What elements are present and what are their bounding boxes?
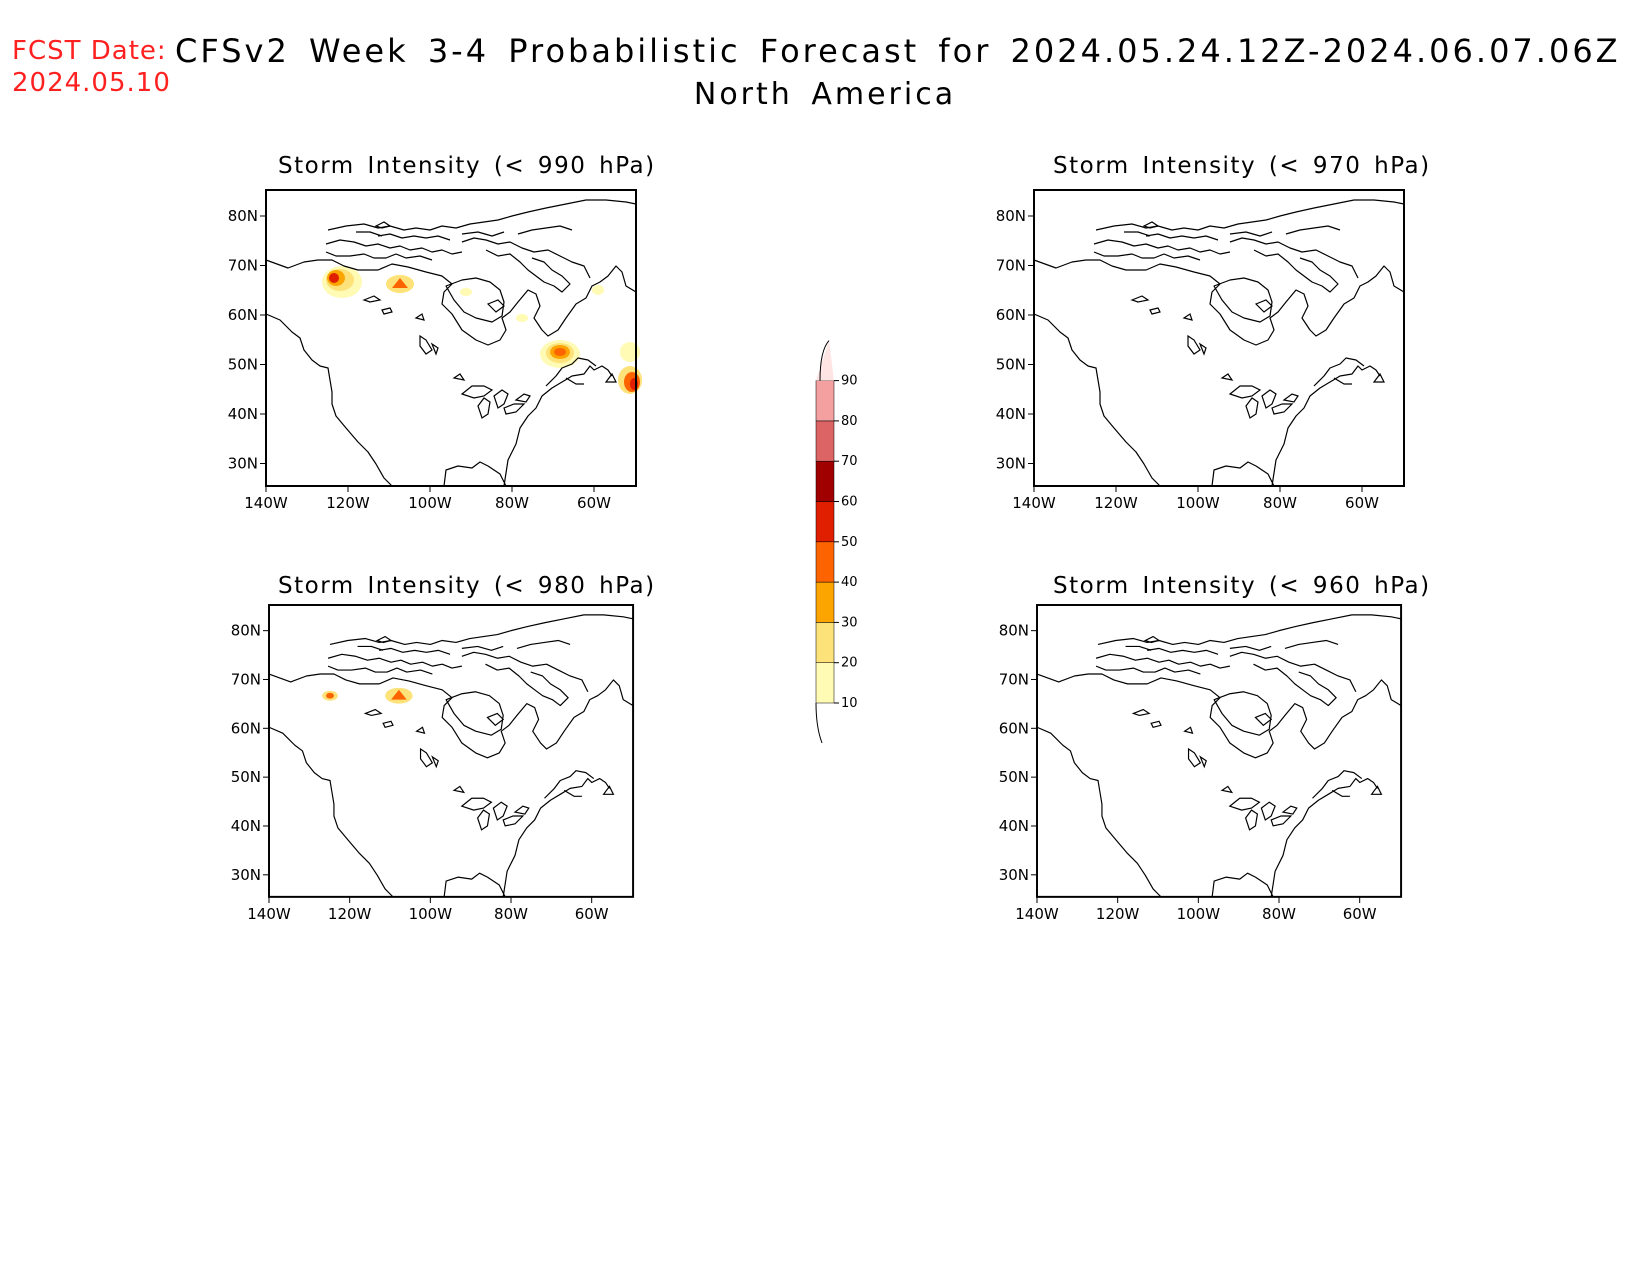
colorbar-swatch bbox=[815, 501, 835, 543]
lat-tick-label: 80N bbox=[228, 207, 258, 225]
axis-labels: 140W 120W 100W 80W 60W 80N 70N 60N 50N 40N 30N 140W… bbox=[228, 207, 1379, 923]
colorbar-label: 60 bbox=[841, 495, 858, 510]
lat-tick-label: 70N bbox=[996, 257, 1026, 275]
colorbar-swatch bbox=[815, 541, 835, 583]
page-title: CFSv2 Week 3-4 Probabilistic Forecast fo… bbox=[175, 32, 1621, 70]
lon-tick-label: 120W bbox=[1094, 494, 1138, 512]
colorbar-label: 50 bbox=[841, 535, 858, 550]
lat-tick-label: 70N bbox=[228, 257, 258, 275]
lon-tick-label: 100W bbox=[409, 905, 453, 923]
lon-tick-label: 60W bbox=[1343, 905, 1377, 923]
lon-tick-label: 140W bbox=[244, 494, 288, 512]
lat-tick-label: 30N bbox=[228, 455, 258, 473]
lon-tick-label: 60W bbox=[1345, 494, 1379, 512]
colorbar-bottom-edge bbox=[815, 702, 823, 744]
region-subtitle: North America bbox=[693, 77, 957, 112]
probability-shading bbox=[322, 266, 642, 394]
lat-tick-label: 50N bbox=[231, 768, 261, 786]
lon-tick-label: 100W bbox=[1177, 905, 1221, 923]
colorbar-label: 10 bbox=[841, 696, 858, 711]
lon-tick-label: 140W bbox=[1012, 494, 1056, 512]
colorbar-swatch bbox=[815, 460, 835, 502]
colorbar-swatch bbox=[815, 380, 835, 422]
panel-title-980: Storm Intensity (< 980 hPa) bbox=[278, 573, 656, 599]
colorbar-label: 20 bbox=[841, 656, 858, 671]
fcst-date-value: 2024.05.10 bbox=[12, 68, 171, 98]
colorbar-swatch bbox=[815, 662, 835, 704]
lat-tick-label: 80N bbox=[999, 622, 1029, 640]
lat-tick-label: 30N bbox=[999, 866, 1029, 884]
lon-tick-label: 80W bbox=[1262, 905, 1296, 923]
lat-tick-label: 60N bbox=[231, 719, 261, 737]
lat-tick-label: 60N bbox=[999, 719, 1029, 737]
colorbar-swatch bbox=[815, 622, 835, 663]
lon-tick-label: 60W bbox=[577, 494, 611, 512]
colorbar-label: 90 bbox=[841, 374, 858, 389]
lat-tick-label: 50N bbox=[999, 768, 1029, 786]
map-panel-980 bbox=[268, 604, 635, 898]
lat-tick-label: 50N bbox=[996, 356, 1026, 374]
lat-tick-label: 40N bbox=[228, 405, 258, 423]
lat-tick-label: 70N bbox=[999, 670, 1029, 688]
lat-tick-label: 80N bbox=[996, 207, 1026, 225]
lat-tick-label: 30N bbox=[231, 866, 261, 884]
lat-tick-label: 40N bbox=[231, 817, 261, 835]
fcst-date-label: FCST Date: bbox=[12, 36, 167, 66]
lat-tick-label: 40N bbox=[999, 817, 1029, 835]
map-panel-960 bbox=[1036, 604, 1403, 898]
lon-tick-label: 140W bbox=[247, 905, 291, 923]
lat-tick-label: 60N bbox=[228, 306, 258, 324]
lon-tick-label: 120W bbox=[326, 494, 370, 512]
lon-tick-label: 140W bbox=[1015, 905, 1059, 923]
panel-title-960: Storm Intensity (< 960 hPa) bbox=[1053, 573, 1431, 599]
lon-tick-label: 80W bbox=[494, 905, 528, 923]
lon-tick-label: 100W bbox=[408, 494, 452, 512]
lon-tick-label: 100W bbox=[1176, 494, 1220, 512]
lat-tick-label: 70N bbox=[231, 670, 261, 688]
lat-tick-label: 80N bbox=[231, 622, 261, 640]
map-panel-970 bbox=[1033, 189, 1405, 487]
colorbar-label: 70 bbox=[841, 454, 858, 469]
colorbar-top-edge bbox=[819, 340, 830, 381]
lat-tick-label: 60N bbox=[996, 306, 1026, 324]
colorbar-label: 30 bbox=[841, 615, 858, 630]
colorbar-label: 80 bbox=[841, 414, 858, 429]
lon-tick-label: 120W bbox=[1096, 905, 1140, 923]
colorbar-label: 40 bbox=[841, 575, 858, 590]
lat-tick-label: 50N bbox=[228, 356, 258, 374]
colorbar: 10 20 30 40 50 60 70 80 90 bbox=[815, 340, 858, 744]
colorbar-swatch bbox=[815, 581, 835, 623]
lat-tick-label: 30N bbox=[996, 455, 1026, 473]
lon-tick-label: 120W bbox=[328, 905, 372, 923]
lat-tick-label: 40N bbox=[996, 405, 1026, 423]
panel-title-990: Storm Intensity (< 990 hPa) bbox=[278, 153, 656, 179]
probability-shading bbox=[322, 687, 413, 704]
lon-tick-label: 80W bbox=[495, 494, 529, 512]
colorbar-swatch bbox=[815, 420, 835, 462]
lon-tick-label: 60W bbox=[575, 905, 609, 923]
lon-tick-label: 80W bbox=[1263, 494, 1297, 512]
map-panel-990 bbox=[265, 189, 642, 487]
panel-title-970: Storm Intensity (< 970 hPa) bbox=[1053, 153, 1431, 179]
